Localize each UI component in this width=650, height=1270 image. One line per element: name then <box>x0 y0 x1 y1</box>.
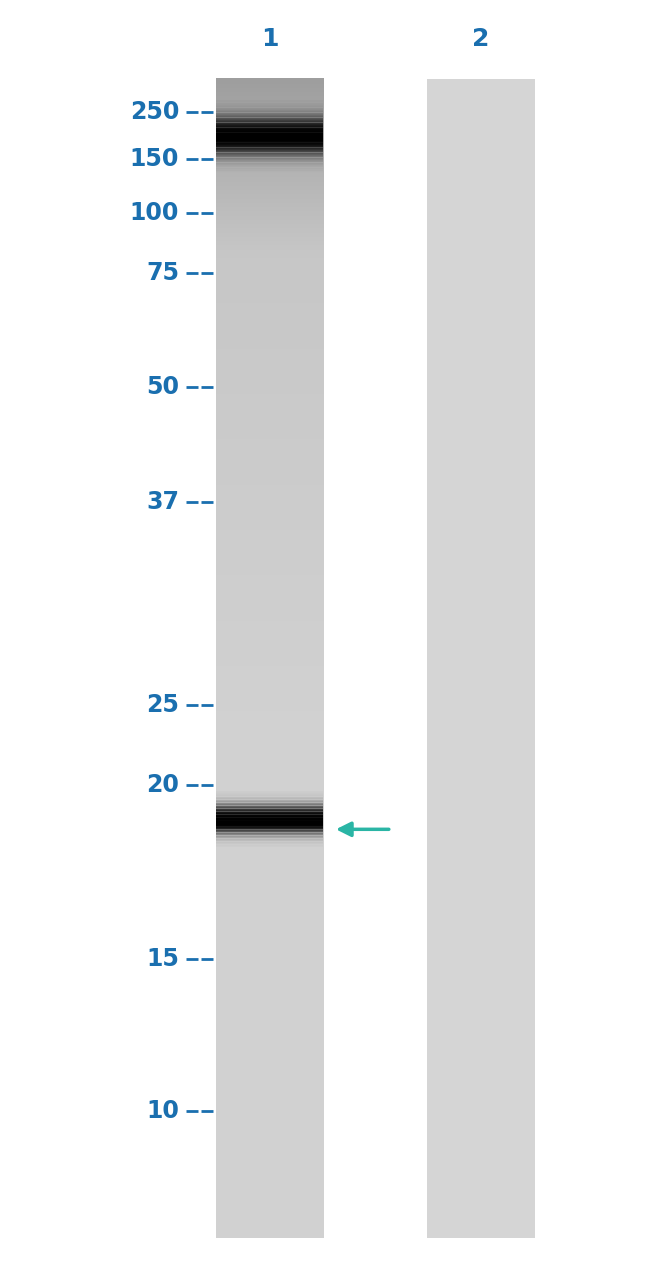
Text: 2: 2 <box>473 27 489 51</box>
Text: 50: 50 <box>146 376 179 399</box>
Text: 100: 100 <box>130 202 179 225</box>
Text: 1: 1 <box>261 27 278 51</box>
Bar <box>428 79 534 1238</box>
Text: 75: 75 <box>146 262 179 284</box>
Text: 25: 25 <box>146 693 179 716</box>
Text: 15: 15 <box>146 947 179 970</box>
Text: 20: 20 <box>146 773 179 796</box>
Text: 37: 37 <box>146 490 179 513</box>
Text: 150: 150 <box>130 147 179 170</box>
Text: 10: 10 <box>146 1100 179 1123</box>
Text: 250: 250 <box>130 100 179 123</box>
